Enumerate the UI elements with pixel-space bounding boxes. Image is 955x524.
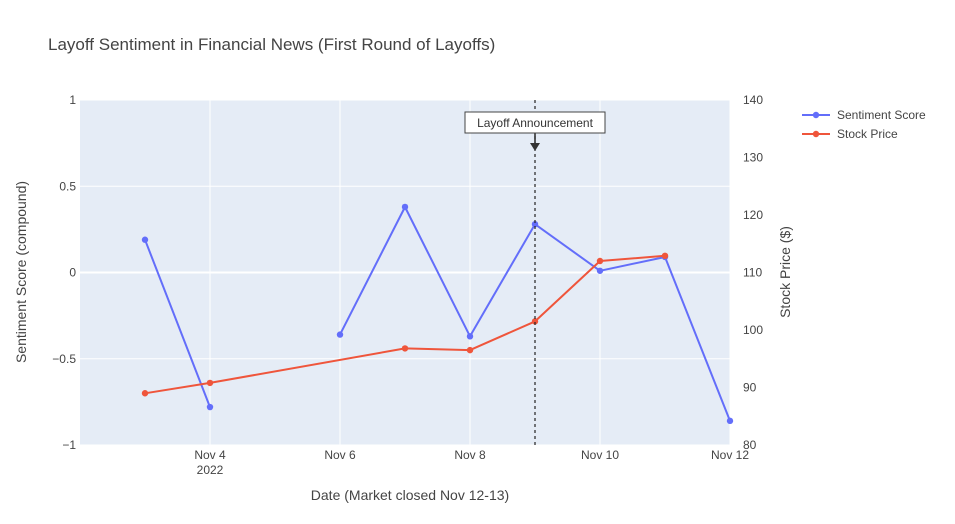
data-point	[466, 333, 474, 340]
y2-axis-ticks: 140 130 120 110 100 90 80	[743, 93, 763, 452]
annotations: Layoff Announcement	[464, 100, 606, 445]
legend-item-label: Stock Price	[837, 127, 898, 141]
y-tick-label: −1	[62, 438, 76, 452]
grid	[80, 99, 731, 446]
y2-tick-label: 120	[743, 208, 763, 222]
legend-marker	[812, 130, 820, 138]
data-point	[141, 236, 149, 243]
data-point	[206, 403, 214, 411]
y2-tick-label: 80	[743, 438, 757, 452]
annotation-arrowhead	[530, 143, 540, 151]
data-point	[661, 252, 669, 260]
x-tick-label: Nov 8	[454, 448, 486, 462]
data-point	[401, 203, 409, 211]
x-tick-label: Nov 12	[711, 448, 749, 462]
y-axis-ticks: 1 0.5 0 −0.5 −1	[52, 93, 76, 452]
y-tick-label: 0.5	[59, 179, 76, 193]
legend: Sentiment Score Stock Price	[802, 108, 926, 141]
y2-axis-label: Stock Price ($)	[777, 226, 793, 318]
y-tick-label: 0	[69, 266, 76, 280]
y-tick-label: 1	[69, 93, 76, 107]
data-point	[206, 379, 214, 387]
x-tick-sublabel: 2022	[197, 463, 224, 477]
chart-title: Layoff Sentiment in Financial News (Firs…	[48, 35, 495, 54]
x-axis-label: Date (Market closed Nov 12-13)	[311, 487, 509, 503]
x-tick-label: Nov 6	[324, 448, 356, 462]
data-point	[726, 417, 734, 425]
annotation-box	[464, 111, 606, 134]
data-point	[531, 221, 539, 228]
legend-item-label: Sentiment Score	[837, 108, 926, 122]
x-tick-label: Nov 10	[581, 448, 619, 462]
y-tick-label: −0.5	[52, 352, 76, 366]
data-point	[336, 331, 344, 338]
series-line	[144, 239, 211, 408]
data-point	[531, 318, 539, 325]
data-point	[466, 346, 474, 354]
data-point	[596, 267, 604, 274]
y2-tick-label: 130	[743, 151, 763, 165]
y2-tick-label: 90	[743, 381, 757, 395]
y-axis-label: Sentiment Score (compound)	[13, 181, 29, 363]
y2-tick-label: 110	[743, 266, 762, 280]
legend-marker	[812, 111, 820, 119]
data-point	[141, 390, 149, 397]
series-lines	[141, 203, 734, 425]
annotation-label: Layoff Announcement	[477, 116, 594, 130]
y2-tick-label: 140	[743, 93, 763, 107]
y2-tick-label: 100	[743, 323, 763, 337]
data-point	[401, 345, 409, 352]
data-point	[596, 257, 604, 265]
x-tick-label: Nov 4	[194, 448, 226, 462]
